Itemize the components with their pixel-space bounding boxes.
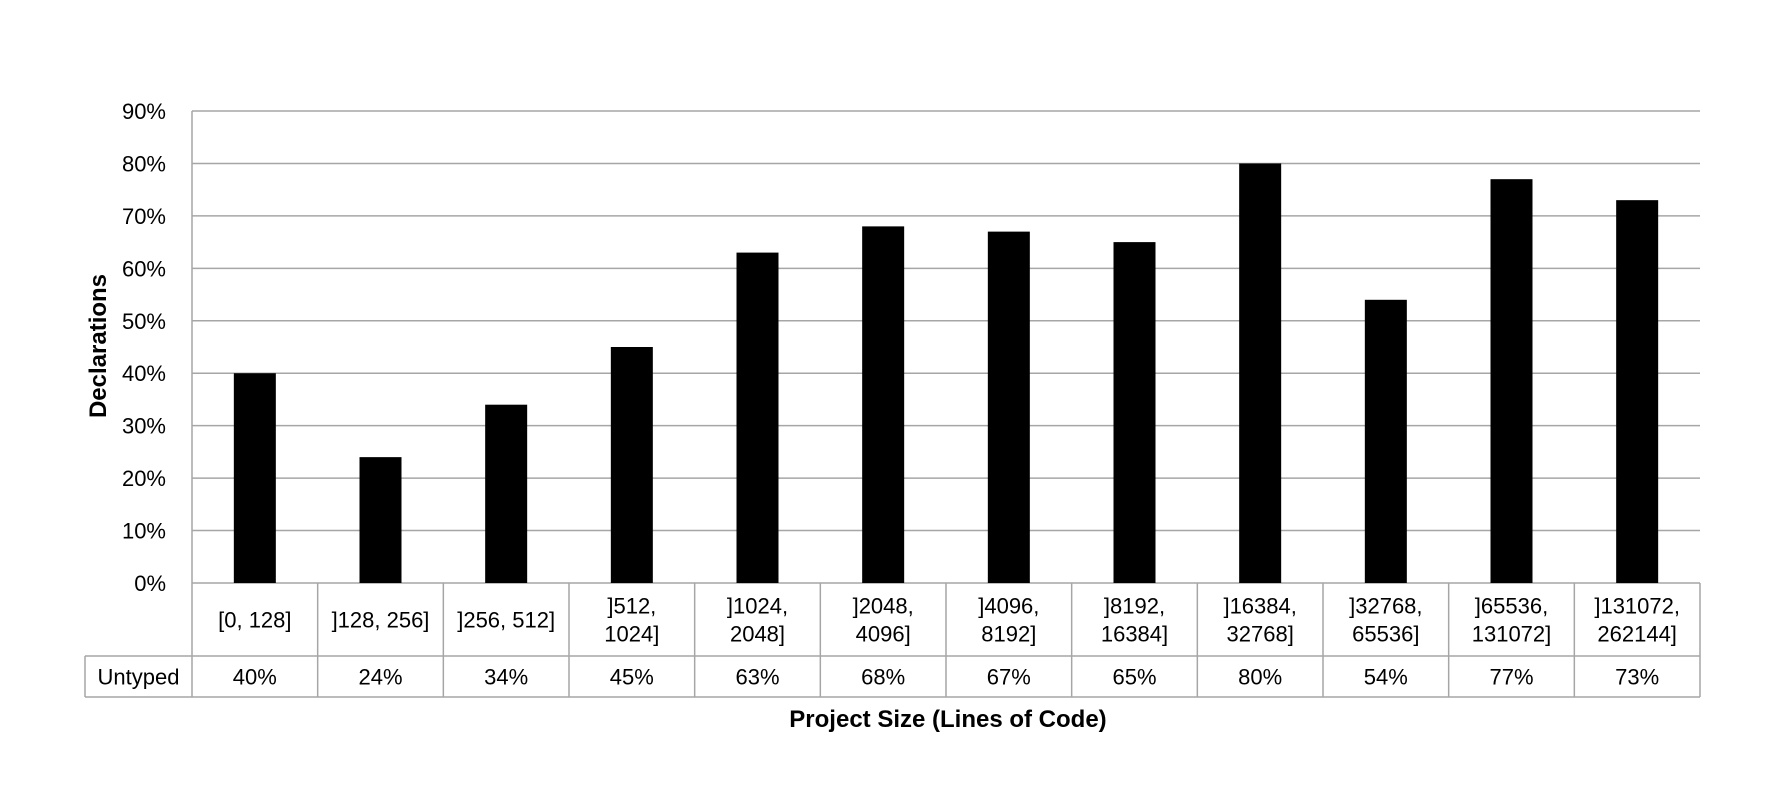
- category-label: [0, 128]: [218, 608, 291, 633]
- bar: [1616, 200, 1659, 583]
- bar: [987, 231, 1030, 583]
- y-axis-ticks: 0% 10% 20% 30% 40% 50% 60% 70% 80% 90%: [122, 99, 166, 596]
- series-label: Untyped: [98, 665, 180, 690]
- category-label: ]65536,: [1475, 594, 1548, 619]
- y-tick-label: 80%: [122, 151, 166, 176]
- y-tick-label: 0%: [134, 571, 166, 596]
- data-table-value: 77%: [1489, 665, 1533, 690]
- bar: [736, 252, 779, 583]
- category-label: ]1024,: [727, 594, 788, 619]
- category-label: 2048]: [730, 622, 785, 647]
- data-table-value: 67%: [987, 665, 1031, 690]
- bar: [610, 347, 653, 583]
- data-table-value: 73%: [1615, 665, 1659, 690]
- category-label: 1024]: [604, 622, 659, 647]
- bar: [862, 226, 905, 583]
- y-tick-label: 50%: [122, 309, 166, 334]
- y-tick-label: 70%: [122, 204, 166, 229]
- y-tick-label: 90%: [122, 99, 166, 124]
- data-table-value: 24%: [358, 665, 402, 690]
- category-label: ]512,: [607, 594, 656, 619]
- data-table-value: 40%: [233, 665, 277, 690]
- data-table-value: 80%: [1238, 665, 1282, 690]
- x-axis-title: Project Size (Lines of Code): [789, 706, 1106, 733]
- category-label: ]2048,: [853, 594, 914, 619]
- category-label: ]32768,: [1349, 594, 1422, 619]
- y-tick-label: 40%: [122, 361, 166, 386]
- bar: [1113, 242, 1156, 583]
- y-tick-label: 20%: [122, 466, 166, 491]
- bar: [359, 457, 402, 583]
- data-table-value: 45%: [610, 665, 654, 690]
- category-label: 4096]: [856, 622, 911, 647]
- data-table-value: 63%: [735, 665, 779, 690]
- y-tick-label: 10%: [122, 519, 166, 544]
- y-tick-label: 30%: [122, 414, 166, 439]
- data-table-value: 34%: [484, 665, 528, 690]
- category-label: ]8192,: [1104, 594, 1165, 619]
- bar: [1239, 163, 1282, 583]
- category-label: ]128, 256]: [332, 608, 430, 633]
- category-label: ]131072,: [1594, 594, 1680, 619]
- category-label: 262144]: [1597, 622, 1677, 647]
- y-tick-label: 60%: [122, 256, 166, 281]
- category-label: 131072]: [1472, 622, 1552, 647]
- bar: [1364, 299, 1407, 583]
- data-table-value: 54%: [1364, 665, 1408, 690]
- bar: [1490, 179, 1533, 583]
- category-label: ]16384,: [1223, 594, 1296, 619]
- bar: [485, 404, 528, 583]
- category-label: 32768]: [1227, 622, 1294, 647]
- category-label: 65536]: [1352, 622, 1419, 647]
- y-axis-title: Declarations: [85, 274, 112, 418]
- category-label: 16384]: [1101, 622, 1168, 647]
- category-label: ]256, 512]: [457, 608, 555, 633]
- category-label: ]4096,: [978, 594, 1039, 619]
- bars: [233, 163, 1659, 583]
- category-label: 8192]: [981, 622, 1036, 647]
- data-table: Untyped [0, 128] 40% ]128, 256] 24% ]256, 512…: [84, 583, 1701, 698]
- data-table-value: 65%: [1112, 665, 1156, 690]
- bar: [233, 373, 276, 583]
- data-table-value: 68%: [861, 665, 905, 690]
- gridlines: [191, 110, 1700, 584]
